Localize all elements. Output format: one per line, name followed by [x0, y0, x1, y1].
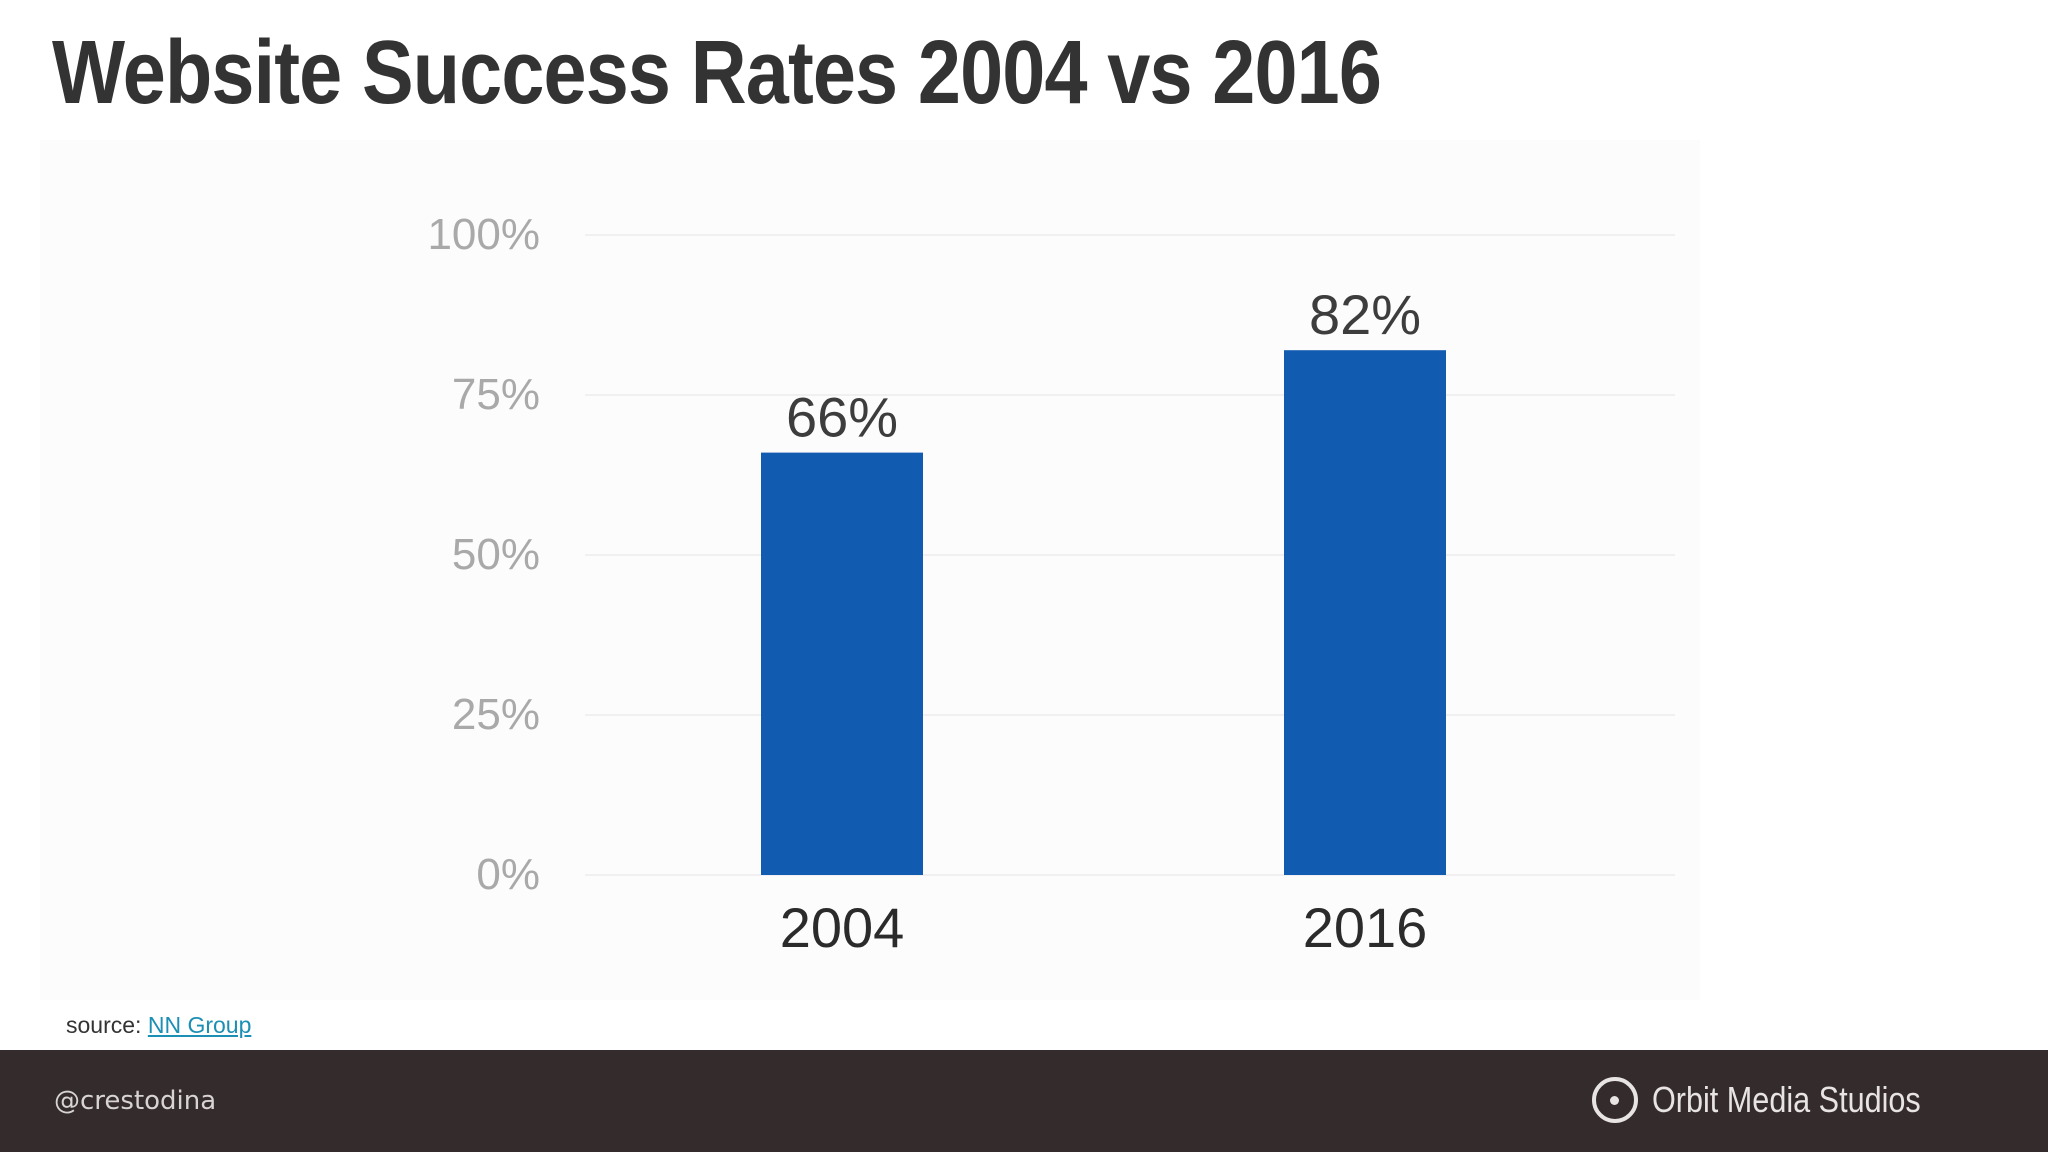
source-note: source: NN Group	[66, 1012, 251, 1039]
data-label: 82%	[1309, 283, 1421, 346]
brand-logo: Orbit Media Studios	[1591, 1072, 1968, 1128]
brand-name: Orbit Media Studios	[1651, 1079, 1921, 1120]
twitter-handle: @crestodina	[54, 1086, 217, 1116]
slide-title: Website Success Rates 2004 vs 2016	[52, 23, 1382, 123]
data-label: 66%	[786, 386, 898, 449]
x-tick-label: 2016	[1303, 896, 1428, 959]
y-tick-label: 100%	[427, 210, 540, 259]
bar-chart: 0% 25% 50% 75% 100% 66% 82% 2004 2016	[427, 210, 1675, 959]
y-tick-label: 75%	[452, 370, 540, 419]
footer-bar: @crestodina Orbit Media Studios	[0, 1050, 2048, 1152]
chart-panel: 0% 25% 50% 75% 100% 66% 82% 2004 2016	[40, 140, 1700, 1000]
source-link[interactable]: NN Group	[147, 1012, 252, 1038]
bar-2004	[761, 452, 923, 875]
y-tick-label: 50%	[452, 530, 540, 579]
x-tick-label: 2004	[780, 896, 905, 959]
orbit-logo-icon	[1591, 1075, 1638, 1123]
y-tick-label: 25%	[452, 690, 540, 739]
source-prefix: source:	[66, 1012, 148, 1038]
bar-2016	[1284, 350, 1446, 875]
y-tick-label: 0%	[476, 850, 540, 899]
